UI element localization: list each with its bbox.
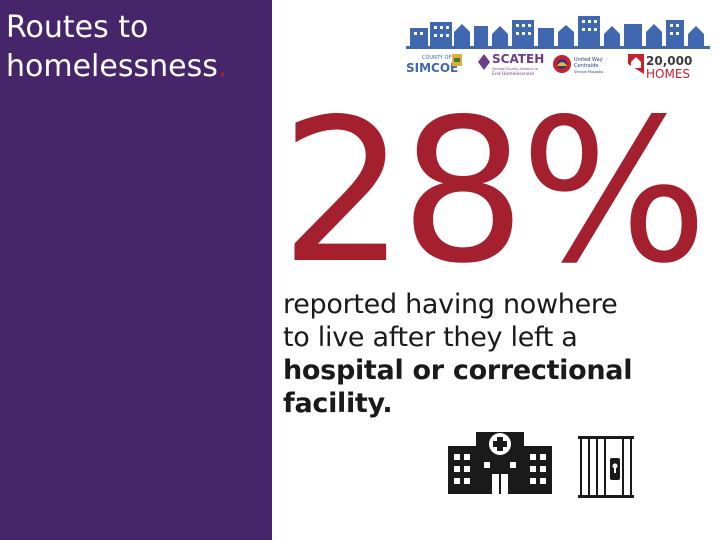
stat-line-1: reported having nowhere [283, 289, 618, 320]
svg-text:End Homelessness: End Homelessness [492, 71, 535, 77]
stat-bold-end: facility. [283, 388, 393, 419]
svg-text:COUNTY OF: COUNTY OF [422, 55, 451, 61]
united-way-logo: United Way Centraide Simcoe Muskoka [553, 55, 603, 74]
page-title: Routes to homelessness. [6, 8, 270, 86]
title-dot: . [217, 49, 228, 84]
svg-text:Centraide: Centraide [574, 63, 598, 69]
svg-text:Simcoe Muskoka: Simcoe Muskoka [574, 70, 603, 74]
svg-text:20,000: 20,000 [646, 54, 692, 68]
svg-text:SCATEH: SCATEH [492, 52, 544, 66]
title-line-2: homelessness [6, 49, 218, 84]
simcoe-logo: COUNTY OF SIMCOE [406, 54, 462, 75]
city-skyline-icon [406, 16, 710, 49]
partner-logos-banner: COUNTY OF SIMCOE SCATEH Simcoe County Al… [406, 16, 710, 81]
svg-text:United Way: United Way [574, 57, 603, 63]
stat-bold-line: hospital or correctional [283, 355, 633, 386]
sidebar-panel: Routes to homelessness. [0, 0, 272, 540]
stat-percentage: 28% [280, 76, 708, 307]
scateh-logo: SCATEH Simcoe County Alliance to End Hom… [478, 52, 544, 77]
svg-text:Simcoe County Alliance to: Simcoe County Alliance to [492, 67, 538, 71]
jail-cell-icon [578, 436, 634, 498]
title-line-1: Routes to [6, 10, 149, 45]
svg-text:SIMCOE: SIMCOE [406, 61, 458, 75]
stat-line-2: to live after they left a [283, 322, 578, 353]
stat-description: reported having nowhere to live after th… [283, 288, 720, 420]
20000-homes-logo: 20,000 HOMES [628, 54, 692, 81]
svg-text:HOMES: HOMES [646, 67, 690, 81]
hospital-icon [448, 432, 552, 494]
